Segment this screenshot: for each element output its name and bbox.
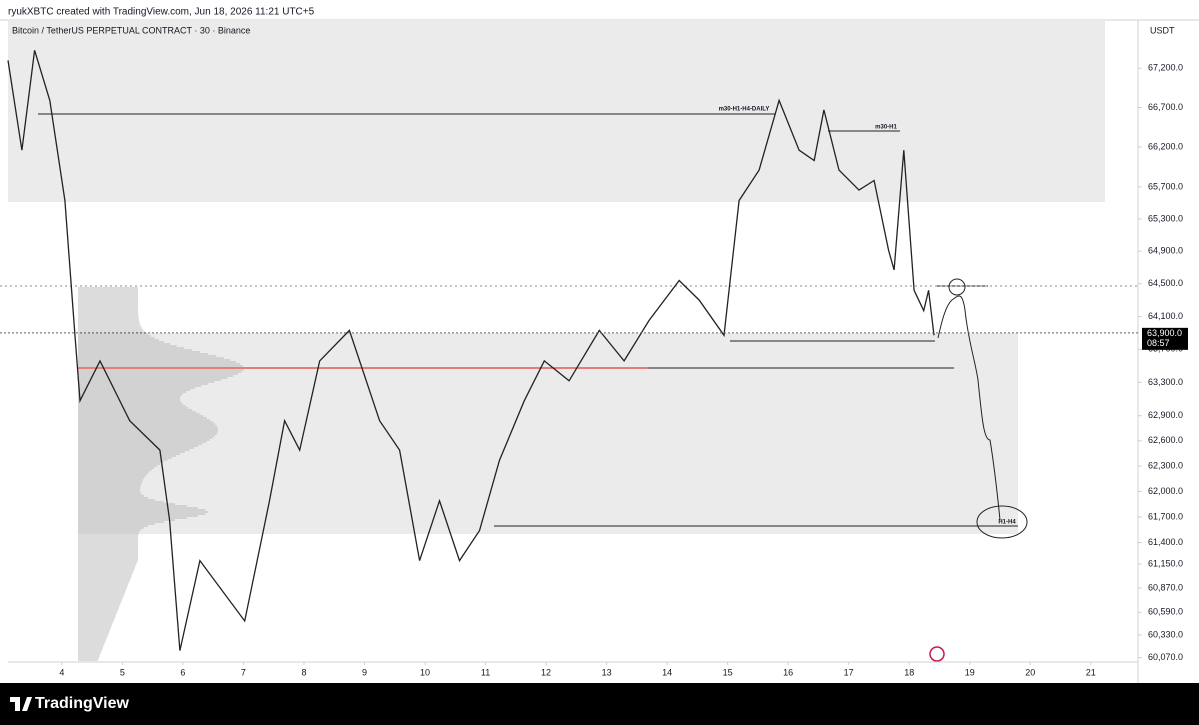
x-tick-label: 9 — [362, 667, 367, 677]
y-tick-label: 64,100.0 — [1148, 311, 1183, 321]
x-tick-label: 11 — [481, 667, 490, 677]
price-line — [7, 50, 935, 651]
y-tick-label: 65,300.0 — [1148, 213, 1183, 223]
currency: USDT — [1150, 25, 1175, 35]
zone — [8, 20, 1105, 202]
x-tick-label: 21 — [1086, 667, 1096, 677]
y-tick-label: 66,200.0 — [1148, 141, 1183, 151]
y-tick-label: 60,070.0 — [1148, 652, 1183, 662]
header: ryukXBTC created with TradingView.com, J… — [8, 7, 315, 18]
y-tick-label: 62,300.0 — [1148, 460, 1183, 470]
chart-title: Bitcoin / TetherUS PERPETUAL CONTRACT · … — [12, 25, 250, 35]
annotation: H1-H4 — [998, 520, 1016, 526]
x-tick-label: 6 — [180, 667, 185, 677]
annotation: m30-H1-H4-DAILY — [719, 107, 770, 113]
x-tick-label: 19 — [965, 667, 975, 677]
y-tick-label: 67,200.0 — [1148, 63, 1183, 73]
footer-brand: TradingView — [35, 695, 130, 712]
annotation: m30-H1 — [875, 125, 897, 131]
y-tick-label: 66,700.0 — [1148, 102, 1183, 112]
projection-path — [937, 295, 1001, 521]
y-tick-label: 60,330.0 — [1148, 629, 1183, 639]
x-tick-label: 14 — [662, 667, 672, 677]
x-tick-label: 8 — [301, 667, 306, 677]
y-tick-label: 65,700.0 — [1148, 181, 1183, 191]
y-tick-label: 64,900.0 — [1148, 246, 1183, 256]
x-tick-label: 7 — [241, 667, 246, 677]
y-tick-label: 63,300.0 — [1148, 377, 1183, 387]
logo — [10, 697, 32, 711]
x-tick-label: 4 — [59, 667, 64, 677]
x-tick-label: 15 — [723, 667, 733, 677]
x-tick-label: 13 — [602, 667, 612, 677]
y-tick-label: 62,600.0 — [1148, 435, 1183, 445]
y-tick-label: 62,900.0 — [1148, 410, 1183, 420]
event-icon — [929, 646, 945, 662]
circle-drawing — [976, 505, 1028, 539]
last-price-box — [1142, 327, 1188, 350]
x-tick-label: 16 — [783, 667, 793, 677]
y-tick-label: 64,500.0 — [1148, 278, 1183, 288]
x-tick-label: 12 — [541, 667, 551, 677]
countdown: 08:57 — [1147, 338, 1170, 348]
x-tick-label: 20 — [1025, 667, 1035, 677]
x-tick-label: 5 — [120, 667, 125, 677]
y-tick-label: 60,870.0 — [1148, 582, 1183, 592]
volume-profile — [78, 287, 245, 661]
y-tick-label: 60,590.0 — [1148, 607, 1183, 617]
x-tick-label: 17 — [844, 667, 854, 677]
y-tick-label: 62,000.0 — [1148, 486, 1183, 496]
x-tick-label: 18 — [904, 667, 914, 677]
footer-bar — [0, 683, 1199, 725]
circle-drawing — [948, 278, 966, 296]
y-tick-label: 61,400.0 — [1148, 537, 1183, 547]
y-tick-label: 61,700.0 — [1148, 511, 1183, 521]
last-price-label: 63,900.0 — [1147, 328, 1182, 338]
y-tick-label: 61,150.0 — [1148, 558, 1183, 568]
x-tick-label: 10 — [420, 667, 430, 677]
